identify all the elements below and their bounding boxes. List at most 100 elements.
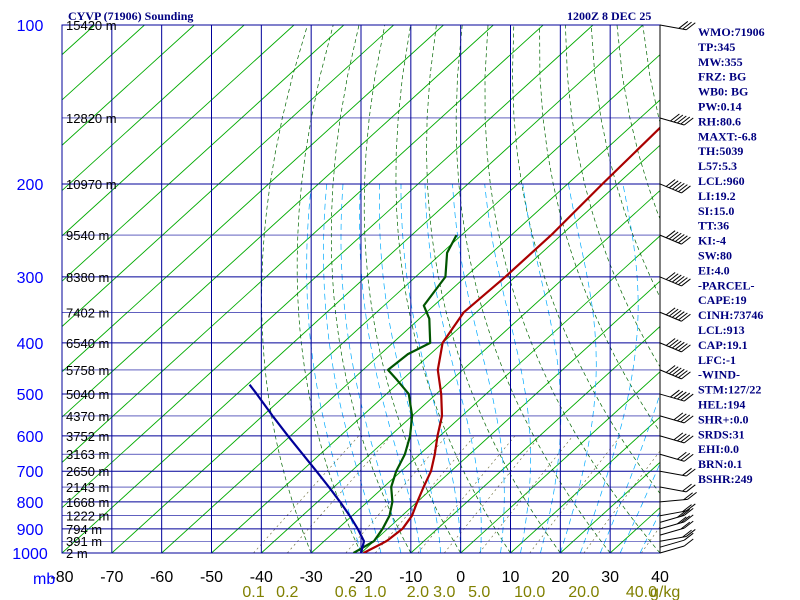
wind-barb-flag [675,311,685,320]
index-line: L57:5.3 [698,159,737,173]
temperature-profile [362,126,660,553]
dry-adiabat [426,25,561,553]
x-unit-label: g/kg [650,584,680,600]
wind-barb [659,183,682,194]
wind-barb-flag [665,307,676,316]
wind-barb-flag [671,340,682,349]
dry-adiabat [395,25,511,553]
index-line: CAPE:19 [698,293,747,307]
isotherm-line [62,25,594,509]
pressure-label: 700 [17,464,44,481]
temperature-label: 20 [551,569,569,586]
wind-barb-flag [675,275,685,284]
wind-barb-flag [683,435,694,444]
wind-barb-flag [670,389,680,398]
wind-barb-flag [680,515,691,524]
wind-barb-flag [678,343,688,351]
index-line: LI:19.2 [698,189,736,203]
y-unit-label: mb [33,571,55,588]
index-line: -PARCEL- [698,278,754,292]
wind-barb [659,393,685,402]
wind-barb [659,514,685,523]
mixing-ratio-line [345,435,447,553]
wind-barb-flag [665,230,676,239]
wind-barb-flag [675,182,685,191]
wind-barb-flag [668,180,679,189]
index-line: TH:5039 [698,144,743,158]
height-label: 7402 m [66,305,109,320]
height-label: 391 m [66,534,102,549]
wind-barb-flag [673,432,684,441]
index-line: WMO:71906 [698,25,765,39]
wind-barb [659,535,687,542]
mixing-ratio-line [417,435,516,553]
wind-barb [659,498,688,503]
height-label: 15420 m [66,18,117,33]
index-line: SW:80 [698,249,732,263]
wind-barb [659,234,682,245]
profiles [248,126,660,553]
dewpoint-profile [352,234,458,553]
wind-barb-flag [687,492,697,500]
isotherm-line [62,25,145,101]
station-title: CYVP (71906) Sounding [68,9,193,23]
wind-barb [659,342,682,353]
height-label: 9540 m [66,228,109,243]
mixing-ratio-label: 0.2 [276,584,298,600]
wind-barb-flag [668,308,679,317]
wind-barb-flag [665,272,676,280]
wind-barb [659,435,685,444]
height-label: 6540 m [66,336,109,351]
height-label: 4370 m [66,409,109,424]
wind-barb-flag [677,433,687,442]
wind-barb-flag [683,532,694,541]
moist-adiabat [559,183,597,553]
wind-barb-flag [671,232,682,241]
wind-barb [659,486,687,493]
wind-barb-flag [665,338,676,346]
wind-barb-flag [681,278,691,287]
height-label: 2 m [66,546,88,561]
wind-barb-flag [665,179,676,187]
pressure-label: 900 [17,522,44,539]
index-line: MW:355 [698,55,743,69]
mixing-ratio-label: 5.0 [468,584,490,600]
moist-adiabat [619,462,660,553]
mixing-ratio-line [287,435,392,553]
wind-barb-flag [678,184,688,193]
height-label: 3163 m [66,447,109,462]
temperature-label: -30 [300,569,323,586]
isotherm-line [111,54,660,553]
wind-barb [659,539,685,548]
wind-barb-flag [680,116,691,125]
height-label: 10970 m [66,177,117,192]
wind-barb-flag [683,514,694,523]
dry-adiabat [363,25,461,553]
height-label: 1668 m [66,495,109,510]
wind-barb-flag [686,468,696,477]
height-label: 794 m [66,522,102,537]
isotherm-line [62,25,295,237]
mixing-ratio-line [375,435,475,553]
wind-barb [659,470,687,477]
wind-barb [659,527,685,536]
index-line: LCL:913 [698,323,745,337]
mixing-ratio-label: 20.0 [568,584,599,600]
height-label: 3752 m [66,429,109,444]
wind-barb [659,545,685,554]
dry-adiabat [261,25,312,553]
wind-barb-flag [680,414,691,423]
index-line: STM:127/22 [698,383,761,397]
mixing-ratio-line [583,450,660,553]
index-line: LCL:960 [698,174,745,188]
isotherm-line [510,416,660,553]
wind-barb-flag [681,371,691,380]
wind-barb-flag [680,521,691,530]
wind-barb-flag [678,370,688,379]
wind-barb-flag [677,413,687,422]
temperature-label: -40 [250,569,273,586]
wind-barb-flag [678,277,688,286]
pressure-label: 200 [17,177,44,194]
